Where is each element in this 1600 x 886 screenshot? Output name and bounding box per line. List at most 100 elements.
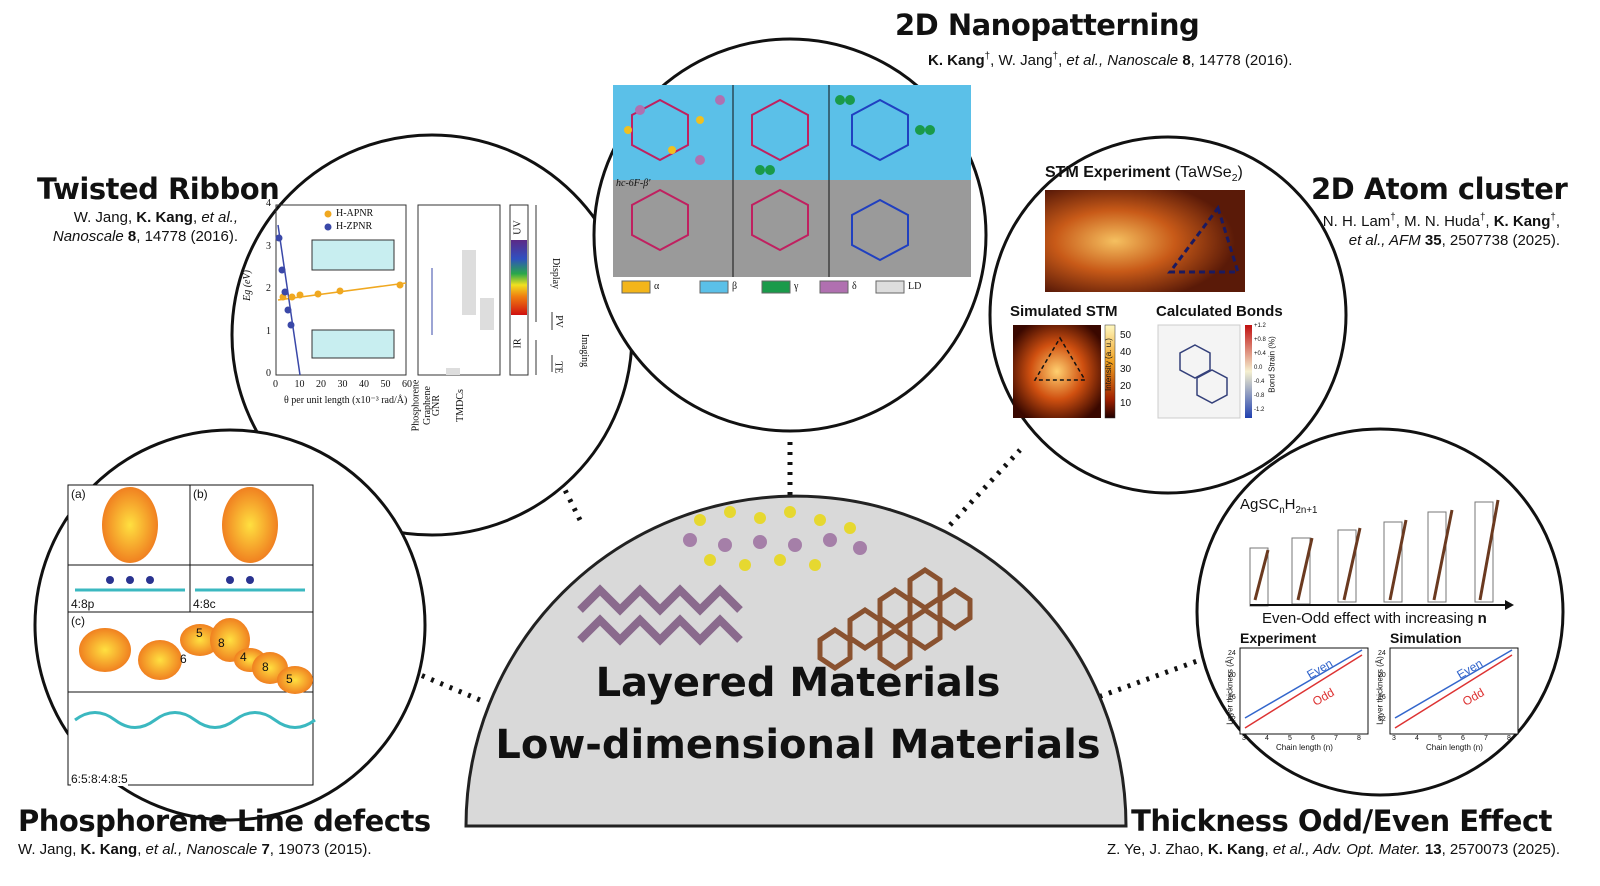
text-line: K. Kang†, W. Jang†, et al., Nanoscale 8,… bbox=[928, 47, 1292, 70]
text-line: W. Jang, K. Kang, et al., bbox=[53, 208, 238, 227]
label: 1 bbox=[266, 325, 271, 337]
label: 5 bbox=[1288, 735, 1292, 742]
atom-images bbox=[1013, 190, 1252, 419]
panel-subtitle: STM Experiment (TaWSe2) bbox=[1045, 164, 1243, 184]
label: 60 bbox=[402, 379, 412, 390]
label: 3 bbox=[1392, 735, 1396, 742]
text-run: 8 bbox=[1182, 52, 1191, 69]
label: 4 bbox=[1265, 735, 1269, 742]
center-dome bbox=[464, 494, 1128, 828]
text-run: † bbox=[1052, 51, 1059, 62]
panel-title: Phosphorene Line defects bbox=[18, 804, 431, 838]
label: 8 bbox=[1507, 735, 1511, 742]
text-run: , bbox=[1555, 213, 1560, 230]
panel-subtitle: Simulated STM bbox=[1010, 303, 1118, 320]
label: 0 bbox=[266, 368, 271, 379]
formula: AgSCnH2n+1 bbox=[1240, 496, 1317, 516]
text-run: , M. N. Huda bbox=[1395, 213, 1480, 230]
text-line: et al., AFM 35, 2507738 (2025). bbox=[1323, 231, 1560, 250]
axis-label: Chain length (n) bbox=[1426, 743, 1483, 752]
text-run: , bbox=[1264, 841, 1273, 858]
text-run: , bbox=[192, 209, 202, 226]
text-run: ) bbox=[1237, 164, 1243, 181]
label: γ bbox=[794, 281, 799, 292]
text-run: Z. Ye, J. Zhao, bbox=[1106, 841, 1208, 858]
label: 16 bbox=[1228, 694, 1236, 701]
label: 40 bbox=[359, 379, 369, 390]
label: 16 bbox=[1378, 694, 1386, 701]
panel-title: 2D Nanopatterning bbox=[895, 8, 1200, 42]
label: 4 bbox=[240, 650, 247, 664]
label: 3 bbox=[1242, 735, 1246, 742]
label: Display bbox=[550, 257, 562, 290]
text-run: et al., Nanoscale bbox=[145, 841, 262, 858]
text-run: † bbox=[1550, 212, 1556, 223]
label: LD bbox=[908, 281, 922, 292]
nanopattern-images bbox=[613, 85, 971, 294]
label: 30 bbox=[1120, 364, 1132, 375]
text-run: , bbox=[1058, 52, 1067, 69]
text-line: Even-Odd effect with increasing n bbox=[1262, 610, 1487, 627]
label: GNR bbox=[431, 394, 443, 417]
panel-title: Thickness Odd/Even Effect bbox=[1131, 804, 1552, 838]
text-run: , bbox=[137, 841, 146, 858]
label: (b) bbox=[193, 487, 208, 501]
label: 10 bbox=[1120, 398, 1132, 409]
citation: N. H. Lam†, M. N. Huda†, K. Kang†, et al.… bbox=[1323, 208, 1560, 250]
molecules bbox=[577, 506, 973, 672]
text-run: n bbox=[1279, 505, 1285, 516]
label: -0.8 bbox=[1254, 393, 1265, 399]
text-run: 7 bbox=[261, 841, 270, 858]
text-run: et al., Nanoscale bbox=[1066, 52, 1183, 69]
label: UV bbox=[512, 220, 524, 235]
text-run: 35 bbox=[1424, 232, 1442, 249]
label: Imaging bbox=[579, 333, 591, 368]
label: 6 bbox=[1311, 735, 1315, 742]
text-run: 2 bbox=[1231, 173, 1238, 185]
label: 2 bbox=[266, 283, 271, 294]
label: +1.2 bbox=[1254, 323, 1266, 329]
label: IR bbox=[512, 338, 524, 349]
label: -1.2 bbox=[1254, 407, 1265, 413]
axis-label: Eg (eV) bbox=[241, 270, 253, 301]
text-run: , 2570073 (2025). bbox=[1441, 841, 1560, 858]
label: 20 bbox=[1228, 672, 1236, 679]
text-run: AgSC bbox=[1240, 496, 1280, 513]
label: α bbox=[654, 281, 660, 292]
text-run: 8 bbox=[127, 228, 137, 245]
label: Phosphorene bbox=[410, 379, 422, 432]
label: 7 bbox=[1334, 735, 1338, 742]
label: 50 bbox=[380, 379, 391, 390]
text-run: , W. Jang bbox=[990, 52, 1053, 69]
axis-label: Layer thickness (Å) bbox=[1375, 656, 1385, 725]
text-line: N. H. Lam†, M. N. Huda†, K. Kang†, bbox=[1323, 208, 1560, 231]
label: 24 bbox=[1378, 650, 1386, 657]
citation: K. Kang†, W. Jang†, et al., Nanoscale 8,… bbox=[928, 47, 1292, 70]
axis-label: Bond Strain (%) bbox=[1267, 336, 1277, 393]
thickness-images bbox=[1239, 499, 1519, 735]
text-run: W. Jang, bbox=[73, 209, 137, 226]
citation: Z. Ye, J. Zhao, K. Kang, et al., Adv. Op… bbox=[1107, 840, 1560, 859]
label: 8 bbox=[218, 636, 225, 650]
text-line: STM Experiment (TaWSe2) bbox=[1045, 164, 1243, 184]
citation: W. Jang, K. Kang, et al., Nanoscale 7, 1… bbox=[18, 840, 372, 859]
label: 0.0 bbox=[1254, 365, 1263, 371]
label: 5 bbox=[286, 672, 293, 686]
axis-label: Intensity (a. u.) bbox=[1103, 338, 1113, 391]
text-run: et al., AFM bbox=[1348, 232, 1425, 249]
label: 8 bbox=[1357, 735, 1361, 742]
panel-subtitle: Calculated Bonds bbox=[1156, 303, 1283, 320]
label: 4:8c bbox=[193, 597, 216, 611]
axis-label: Chain length (n) bbox=[1276, 743, 1333, 752]
label: PV bbox=[552, 315, 564, 328]
label: TMDCs bbox=[454, 389, 466, 422]
phosphorene-images bbox=[67, 484, 316, 786]
text-run: K. Kang bbox=[1493, 213, 1551, 230]
label: -0.4 bbox=[1254, 379, 1265, 385]
panel-label: hc-6F-β' bbox=[616, 178, 651, 189]
label: δ bbox=[852, 281, 857, 292]
text-run: , 14778 (2016). bbox=[136, 228, 238, 245]
panel-title: 2D Atom cluster bbox=[1311, 172, 1568, 206]
